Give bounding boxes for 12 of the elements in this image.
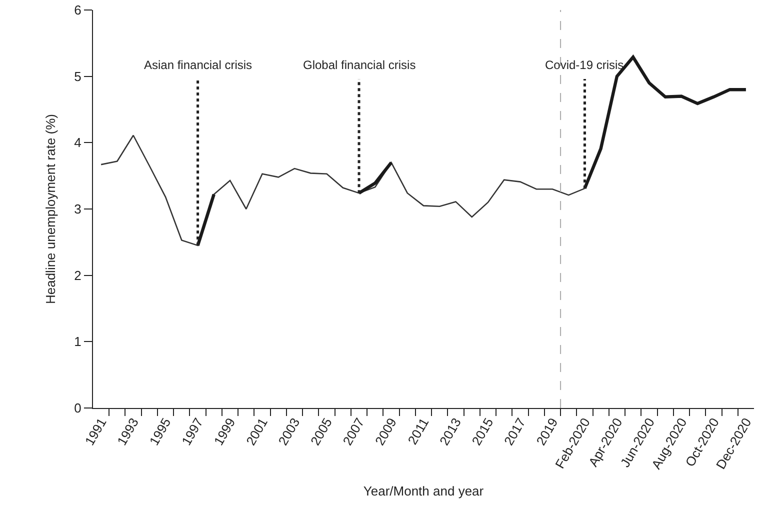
annotation: Covid-19 crisis bbox=[545, 58, 624, 72]
y-tick-label: 1 bbox=[74, 334, 82, 350]
x-axis-title: Year/Month and year bbox=[363, 483, 484, 498]
y-tick-label: 5 bbox=[74, 68, 82, 84]
annotation: Global financial crisis bbox=[303, 58, 416, 72]
y-tick-label: 4 bbox=[74, 135, 82, 150]
annotation: Asian financial crisis bbox=[144, 58, 252, 72]
y-tick-label: 6 bbox=[74, 2, 82, 18]
y-tick-label: 3 bbox=[74, 202, 82, 217]
y-axis-title: Headline unemployment rate (%) bbox=[43, 114, 58, 304]
y-tick-label: 0 bbox=[74, 400, 82, 416]
y-tick-label: 2 bbox=[74, 268, 82, 283]
